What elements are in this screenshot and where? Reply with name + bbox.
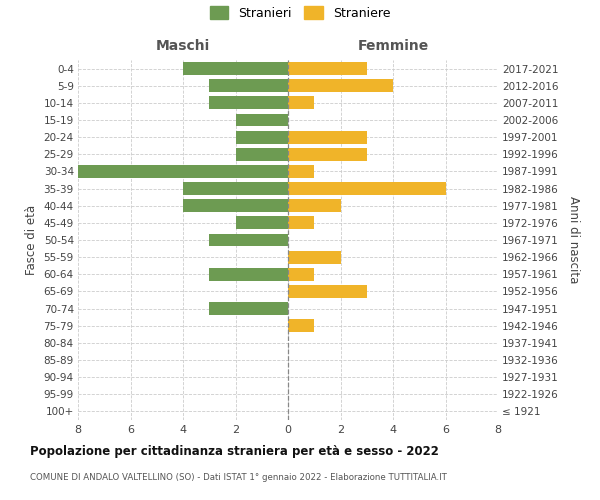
- Bar: [288, 165, 314, 178]
- Bar: [288, 130, 367, 143]
- Legend: Stranieri, Straniere: Stranieri, Straniere: [209, 6, 391, 20]
- Bar: [235, 148, 288, 160]
- Bar: [288, 268, 314, 280]
- Bar: [235, 216, 288, 230]
- Bar: [288, 216, 314, 230]
- Bar: [78, 165, 288, 178]
- Bar: [288, 148, 367, 160]
- Bar: [209, 96, 288, 110]
- Bar: [288, 250, 341, 264]
- Bar: [183, 62, 288, 75]
- Bar: [209, 302, 288, 315]
- Text: Femmine: Femmine: [358, 38, 428, 52]
- Y-axis label: Fasce di età: Fasce di età: [25, 205, 38, 275]
- Bar: [288, 320, 314, 332]
- Y-axis label: Anni di nascita: Anni di nascita: [567, 196, 580, 284]
- Bar: [209, 80, 288, 92]
- Bar: [235, 114, 288, 126]
- Bar: [235, 130, 288, 143]
- Bar: [288, 285, 367, 298]
- Text: Popolazione per cittadinanza straniera per età e sesso - 2022: Popolazione per cittadinanza straniera p…: [30, 445, 439, 458]
- Bar: [288, 182, 445, 195]
- Bar: [288, 200, 341, 212]
- Bar: [183, 182, 288, 195]
- Bar: [288, 96, 314, 110]
- Bar: [288, 62, 367, 75]
- Text: COMUNE DI ANDALO VALTELLINO (SO) - Dati ISTAT 1° gennaio 2022 - Elaborazione TUT: COMUNE DI ANDALO VALTELLINO (SO) - Dati …: [30, 472, 447, 482]
- Bar: [209, 234, 288, 246]
- Bar: [209, 268, 288, 280]
- Bar: [183, 200, 288, 212]
- Bar: [288, 80, 393, 92]
- Text: Maschi: Maschi: [156, 38, 210, 52]
